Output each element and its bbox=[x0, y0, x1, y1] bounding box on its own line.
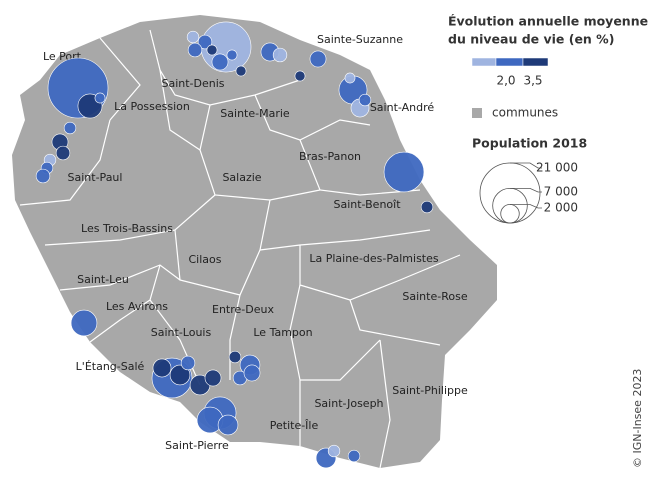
population-bubble bbox=[420, 200, 434, 214]
area-legend-label: communes bbox=[492, 106, 558, 120]
color-legend-swatch bbox=[522, 57, 549, 67]
color-legend-swatch bbox=[495, 57, 524, 67]
population-bubble bbox=[217, 414, 239, 436]
size-legend-label: 2 000 bbox=[544, 201, 578, 215]
population-bubble bbox=[358, 93, 372, 107]
population-bubble bbox=[327, 444, 341, 458]
commune-label: Les Trois-Bassins bbox=[81, 222, 173, 235]
population-bubble bbox=[55, 145, 71, 161]
color-legend-tick: 2,0 bbox=[496, 74, 515, 88]
commune-label: Saint-Denis bbox=[161, 77, 224, 90]
commune-label: La Possession bbox=[114, 100, 190, 113]
island bbox=[12, 15, 497, 468]
commune-label: La Plaine-des-Palmistes bbox=[309, 252, 439, 265]
commune-label: Saint-Louis bbox=[151, 326, 212, 339]
population-bubble bbox=[226, 49, 238, 61]
legend-title: Évolution annuelle moyenne bbox=[448, 14, 648, 29]
size-legend-leader bbox=[510, 204, 542, 209]
population-bubble bbox=[383, 151, 425, 193]
size-legend-circle bbox=[479, 162, 541, 224]
size-legend-label: 21 000 bbox=[536, 161, 578, 175]
population-bubble bbox=[272, 47, 288, 63]
population-bubble bbox=[206, 44, 218, 56]
population-bubble bbox=[35, 168, 51, 184]
population-bubble bbox=[309, 50, 327, 68]
commune-label: Saint-André bbox=[370, 101, 435, 114]
size-legend-leader bbox=[510, 162, 542, 169]
population-bubble bbox=[243, 364, 261, 382]
population-bubble bbox=[187, 42, 203, 58]
population-bubble bbox=[344, 72, 356, 84]
commune-label: Sainte-Rose bbox=[402, 290, 467, 303]
population-bubble bbox=[70, 309, 98, 337]
commune-label: L'Étang-Salé bbox=[76, 360, 145, 373]
commune-label: Petite-Île bbox=[270, 419, 319, 432]
commune-label: Sainte-Suzanne bbox=[317, 33, 403, 46]
copyright: © IGN-Insee 2023 bbox=[631, 369, 644, 468]
commune-label: Bras-Panon bbox=[299, 150, 361, 163]
population-bubble bbox=[63, 121, 77, 135]
commune-label: Le Tampon bbox=[253, 326, 312, 339]
color-legend-swatch bbox=[471, 57, 497, 67]
population-bubble bbox=[152, 358, 172, 378]
commune-label: Saint-Paul bbox=[68, 171, 123, 184]
population-bubble bbox=[180, 355, 196, 371]
size-legend-circle bbox=[492, 187, 528, 224]
population-bubble bbox=[94, 92, 106, 104]
commune-label: Les Avirons bbox=[106, 300, 168, 313]
population-bubble bbox=[294, 70, 306, 82]
size-legend-leader bbox=[510, 187, 542, 193]
commune-label: Saint-Joseph bbox=[314, 397, 383, 410]
population-bubble bbox=[186, 30, 200, 44]
size-legend-label: 7 000 bbox=[544, 185, 578, 199]
population-bubble bbox=[169, 364, 191, 386]
population-bubble bbox=[211, 53, 229, 71]
commune-label: Saint-Philippe bbox=[392, 384, 468, 397]
commune-label: Saint-Pierre bbox=[165, 439, 229, 452]
population-bubble bbox=[197, 34, 213, 50]
commune-borders bbox=[19, 29, 461, 469]
size-legend-circle bbox=[500, 204, 520, 224]
color-legend-tick: 3,5 bbox=[523, 74, 542, 88]
size-legend-title: Population 2018 bbox=[472, 136, 587, 151]
population-bubble bbox=[204, 369, 222, 387]
commune-label: Salazie bbox=[222, 171, 261, 184]
commune-label: Sainte-Marie bbox=[220, 107, 290, 120]
commune-label: Cilaos bbox=[189, 253, 222, 266]
population-bubble bbox=[235, 65, 247, 77]
area-legend-swatch bbox=[472, 108, 482, 118]
population-bubble bbox=[228, 350, 242, 364]
legend-title: du niveau de vie (en %) bbox=[448, 32, 614, 47]
commune-label: Entre-Deux bbox=[212, 303, 274, 316]
commune-label: Saint-Benoît bbox=[333, 198, 401, 211]
commune-label: Saint-Leu bbox=[77, 273, 129, 286]
population-bubble bbox=[347, 449, 361, 463]
